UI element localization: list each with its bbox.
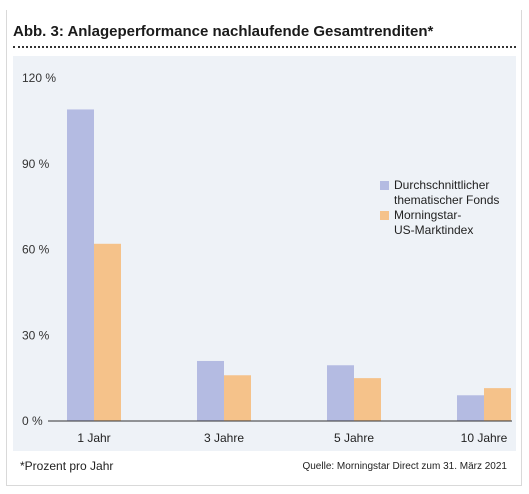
- bar-fonds: [67, 109, 94, 422]
- y-axis-ticks: 0 % 30 % 60 % 90 % 120 %: [22, 71, 56, 428]
- chart-title: Abb. 3: Anlageperformance nachlaufende G…: [13, 23, 434, 40]
- y-tick-label: 60 %: [22, 243, 50, 257]
- x-axis-ticks: 1 Jahr 3 Jahre 5 Jahre 10 Jahre: [77, 431, 507, 445]
- bar-index: [484, 388, 511, 421]
- legend: Durchschnittlicher thematischer Fonds Mo…: [380, 178, 520, 238]
- bar-fonds: [457, 395, 484, 421]
- bar-index: [224, 375, 251, 421]
- y-tick-label: 30 %: [22, 328, 50, 342]
- footnote: *Prozent pro Jahr: [20, 459, 114, 473]
- x-tick-label: 10 Jahre: [461, 431, 508, 445]
- title-divider: [13, 46, 516, 48]
- bars: [67, 109, 511, 422]
- legend-label-index: Morningstar- US-Marktindex: [394, 208, 474, 237]
- legend-swatch-index: [380, 211, 389, 220]
- y-tick-label: 120 %: [22, 71, 56, 85]
- legend-item-fonds: Durchschnittlicher thematischer Fonds: [380, 178, 520, 208]
- bar-index: [94, 243, 121, 421]
- y-tick-label: 0 %: [22, 414, 43, 428]
- y-tick-label: 90 %: [22, 157, 50, 171]
- source-note: Quelle: Morningstar Direct zum 31. März …: [302, 461, 507, 472]
- x-tick-label: 3 Jahre: [204, 431, 244, 445]
- legend-label-fonds: Durchschnittlicher thematischer Fonds: [394, 178, 500, 207]
- x-tick-label: 5 Jahre: [334, 431, 374, 445]
- x-tick-label: 1 Jahr: [77, 431, 110, 445]
- legend-swatch-fonds: [380, 181, 389, 190]
- bar-index: [354, 378, 381, 421]
- chart-frame: [6, 10, 522, 486]
- legend-item-index: Morningstar- US-Marktindex: [380, 208, 520, 238]
- bar-fonds: [197, 360, 224, 421]
- bar-fonds: [327, 365, 354, 421]
